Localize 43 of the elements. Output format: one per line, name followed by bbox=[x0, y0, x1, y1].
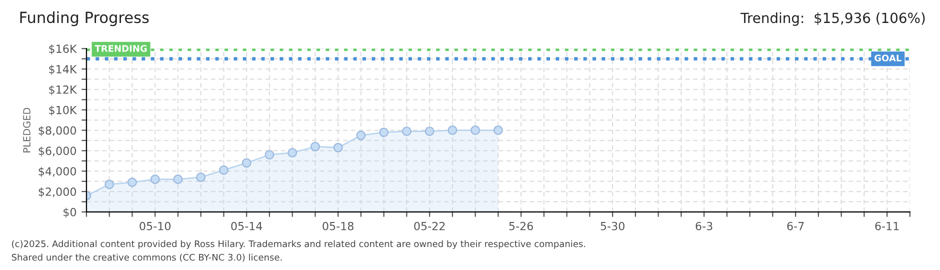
text: Trending: $15,936 (106%) bbox=[740, 12, 925, 26]
x-tick-label: 5-30 bbox=[600, 222, 624, 230]
point bbox=[424, 126, 434, 136]
text: Shared under the creative commons (CC BY-NC 3.0) license. bbox=[12, 254, 282, 262]
point bbox=[402, 126, 412, 136]
point bbox=[242, 158, 252, 168]
point bbox=[448, 126, 458, 135]
x-tick-label: 6-3 bbox=[696, 222, 712, 230]
y-tick-label: $6,000 bbox=[38, 146, 76, 157]
point bbox=[173, 174, 183, 184]
y-tick-label: $0 bbox=[64, 208, 76, 218]
chart-title: Funding Progress bbox=[20, 11, 149, 26]
point bbox=[264, 150, 274, 160]
point bbox=[356, 130, 366, 140]
x-tick-label: 05-10 bbox=[140, 222, 171, 230]
x-tick-label: 05-14 bbox=[231, 222, 262, 230]
point bbox=[128, 178, 137, 188]
y-tick-label: $14K bbox=[49, 64, 77, 75]
point bbox=[196, 172, 206, 182]
y-axis-title: PLEDGED bbox=[23, 108, 30, 152]
y-tick-label: $8,000 bbox=[38, 126, 76, 136]
point bbox=[219, 165, 228, 175]
ref-line-label: TRENDING bbox=[94, 45, 147, 52]
point bbox=[288, 148, 298, 158]
ref-line-label: GOAL bbox=[874, 54, 902, 62]
point bbox=[310, 142, 320, 152]
point bbox=[470, 126, 480, 135]
y-tick-label: $10K bbox=[49, 106, 77, 116]
text: (c)2025. Additional content provided by Ross Hilary. Trademarks and related content are owned by their respective companies. bbox=[12, 240, 586, 249]
point bbox=[379, 128, 389, 138]
point bbox=[150, 174, 160, 184]
y-tick-label: $12K bbox=[49, 85, 77, 96]
point bbox=[493, 126, 503, 135]
x-tick-label: 5-26 bbox=[509, 222, 533, 230]
x-tick-label: 05-18 bbox=[322, 222, 354, 230]
y-tick-label: $2,000 bbox=[38, 187, 76, 198]
y-tick-label: $4,000 bbox=[38, 166, 76, 177]
x-tick-label: 6-7 bbox=[787, 222, 804, 230]
point bbox=[104, 180, 114, 190]
x-tick-label: 6-11 bbox=[875, 222, 899, 230]
y-tick-label: $16K bbox=[49, 44, 77, 54]
x-tick-label: 05-22 bbox=[414, 222, 445, 230]
point bbox=[333, 142, 343, 152]
